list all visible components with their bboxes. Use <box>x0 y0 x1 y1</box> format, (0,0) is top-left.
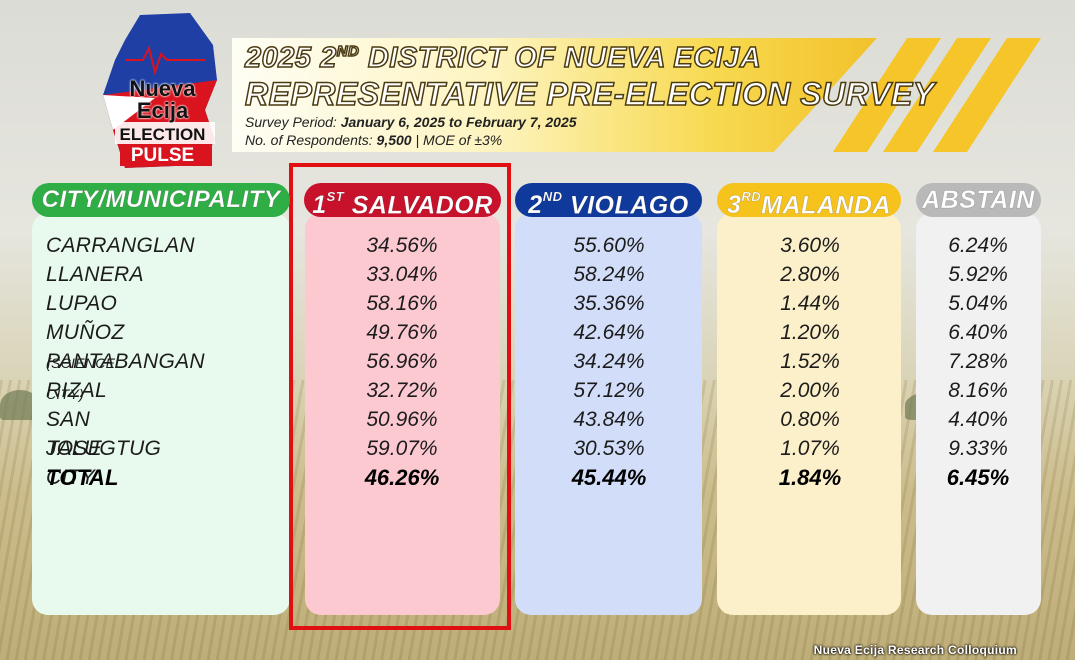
municipality-name: LUPAO <box>46 292 118 315</box>
malanda-header: 3RDMALANDA <box>717 183 901 220</box>
municipality-name: MUÑOZ (SCIENCE CITY) <box>46 321 125 402</box>
salvador-value: 56.96% <box>366 350 438 373</box>
violago-total: 45.44% <box>571 465 647 490</box>
municipality-name: PANTABANGAN <box>46 350 205 373</box>
violago-value: 42.64% <box>573 321 645 344</box>
abstain-total: 6.45% <box>946 465 1010 490</box>
malanda-value: 1.07% <box>780 437 840 460</box>
violago-value: 43.84% <box>573 408 645 431</box>
malanda-value: 1.44% <box>780 292 840 315</box>
salvador-value: 59.07% <box>366 437 438 460</box>
abstain-value: 8.16% <box>948 379 1008 402</box>
salvador-value: 49.76% <box>366 321 438 344</box>
salvador-value: 32.72% <box>366 379 438 402</box>
province-map-icon <box>103 13 217 168</box>
violago-value: 35.36% <box>573 292 645 315</box>
abstain-value: 6.40% <box>948 321 1008 344</box>
violago-column <box>515 213 702 615</box>
abstain-value: 6.24% <box>948 234 1008 257</box>
municipality-column <box>32 213 290 615</box>
respondents-info: No. of Respondents: 9,500 | MOE of ±3% <box>245 132 503 148</box>
salvador-value: 58.16% <box>366 292 438 315</box>
malanda-value: 2.00% <box>780 379 840 402</box>
violago-value: 55.60% <box>573 234 645 257</box>
violago-value: 58.24% <box>573 263 645 286</box>
municipality-header: CITY/MUNICIPALITY <box>32 183 290 217</box>
malanda-value: 0.80% <box>780 408 840 431</box>
violago-header: 2ND VIOLAGO <box>515 183 702 220</box>
logo-text-election: ELECTION <box>119 125 206 144</box>
salvador-column <box>305 213 500 615</box>
logo-text-ecija: Ecija <box>136 98 189 123</box>
municipality-name: CARRANGLAN <box>46 234 195 257</box>
malanda-total: 1.84% <box>778 465 842 490</box>
abstain-header: ABSTAIN <box>916 183 1041 217</box>
salvador-value: 50.96% <box>366 408 438 431</box>
salvador-total: 46.26% <box>364 465 440 490</box>
total-label: TOTAL <box>46 465 119 490</box>
salvador-value: 33.04% <box>366 263 438 286</box>
violago-value: 30.53% <box>573 437 645 460</box>
violago-value: 34.24% <box>573 350 645 373</box>
abstain-value: 5.04% <box>948 292 1008 315</box>
banner-title-line2: REPRESENTATIVE PRE-ELECTION SURVEY <box>244 75 935 113</box>
municipality-name: RIZAL <box>46 379 108 402</box>
municipality-name: TALUGTUG <box>46 437 162 460</box>
municipality-name: LLANERA <box>46 263 144 286</box>
abstain-column <box>916 213 1041 615</box>
violago-value: 57.12% <box>573 379 645 402</box>
malanda-value: 1.52% <box>780 350 840 373</box>
footer-credit: Nueva Ecija Research Colloquium <box>813 643 1017 657</box>
malanda-value: 1.20% <box>780 321 840 344</box>
abstain-value: 7.28% <box>948 350 1008 373</box>
survey-period: Survey Period: January 6, 2025 to Februa… <box>245 114 577 130</box>
abstain-value: 9.33% <box>948 437 1008 460</box>
logo-text-nueva: Nueva <box>129 76 196 101</box>
salvador-highlight-box <box>289 163 511 630</box>
municipality-name: SAN JOSE CITY <box>46 408 103 489</box>
logo-text-pulse: PULSE <box>130 145 195 166</box>
title-banner <box>232 38 877 152</box>
election-pulse-logo: Nueva Ecija ELECTION PULSE <box>95 10 230 170</box>
abstain-value: 4.40% <box>948 408 1008 431</box>
malanda-column <box>717 213 901 615</box>
banner-title-line1: 2025 2ND DISTRICT OF NUEVA ECIJA <box>244 41 762 75</box>
malanda-value: 3.60% <box>780 234 840 257</box>
abstain-value: 5.92% <box>948 263 1008 286</box>
salvador-header: 1ST SALVADOR <box>304 183 501 220</box>
malanda-value: 2.80% <box>780 263 840 286</box>
salvador-value: 34.56% <box>366 234 438 257</box>
